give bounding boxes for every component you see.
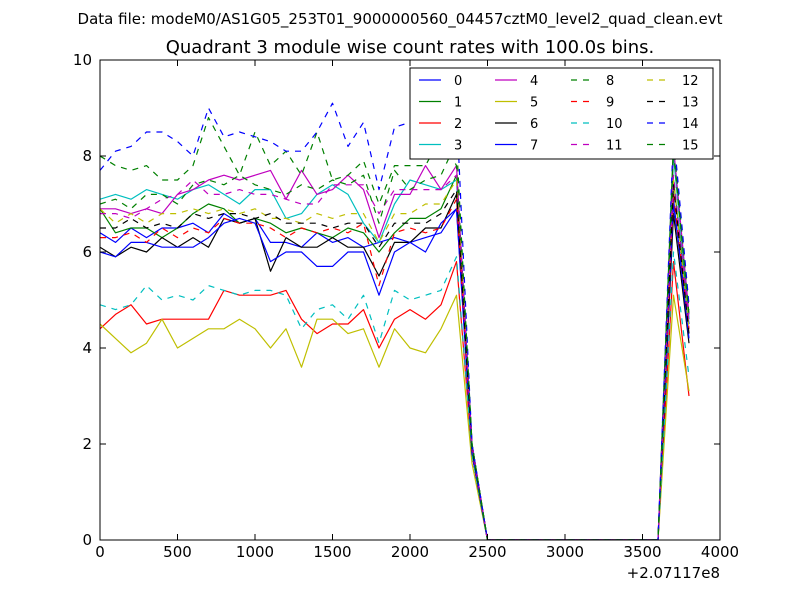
series-line-4 <box>100 145 690 540</box>
legend-label-14: 14 <box>682 117 699 132</box>
y-tick-label: 4 <box>82 339 92 357</box>
axes: 0 500 1000 1500 2000 2500 3000 3500 40000246810+… <box>73 51 739 582</box>
series-line-3 <box>100 155 690 540</box>
legend-box <box>409 67 714 160</box>
x-tick-label: 4000 <box>701 543 739 561</box>
chart-title: Quadrant 3 module wise count rates with … <box>166 37 655 58</box>
series-line-13 <box>100 184 690 540</box>
series-line-6 <box>100 193 690 540</box>
legend-label-8: 8 <box>606 74 614 89</box>
series-line-12 <box>100 179 690 540</box>
series-line-9 <box>100 193 690 540</box>
x-offset-label: +2.07117e8 <box>627 564 720 582</box>
y-tick-label: 2 <box>82 435 92 453</box>
legend-label-6: 6 <box>530 117 538 132</box>
legend-label-7: 7 <box>530 139 538 154</box>
series-line-15 <box>100 141 690 540</box>
x-tick-label: 500 <box>163 543 192 561</box>
x-tick-label: 3000 <box>546 543 584 561</box>
legend-label-0: 0 <box>454 74 462 89</box>
series-line-10 <box>100 251 690 540</box>
legend-label-5: 5 <box>530 96 538 111</box>
y-tick-label: 0 <box>82 531 92 549</box>
x-tick-label: 1500 <box>313 543 351 561</box>
legend-label-13: 13 <box>682 96 699 111</box>
legend-label-2: 2 <box>454 117 462 132</box>
legend-label-11: 11 <box>606 139 623 154</box>
legend-label-15: 15 <box>682 139 699 154</box>
legend-label-4: 4 <box>530 74 538 89</box>
plot-area <box>100 102 690 540</box>
series-line-8 <box>100 116 690 540</box>
series-line-1 <box>100 174 690 540</box>
data-file-label: Data file: modeM0/AS1G05_253T01_90000005… <box>78 10 723 29</box>
series-line-2 <box>100 261 690 540</box>
x-tick-label: 0 <box>95 543 105 561</box>
series-line-11 <box>100 174 690 540</box>
x-tick-label: 2000 <box>391 543 429 561</box>
legend-label-10: 10 <box>606 117 623 132</box>
legend-label-12: 12 <box>682 74 699 89</box>
legend-label-3: 3 <box>454 139 462 154</box>
x-tick-label: 1000 <box>236 543 274 561</box>
series-line-5 <box>100 294 690 540</box>
series-line-7 <box>100 198 690 540</box>
legend-label-9: 9 <box>606 96 614 111</box>
y-tick-label: 8 <box>82 147 92 165</box>
x-tick-label: 2500 <box>468 543 506 561</box>
y-tick-label: 6 <box>82 243 92 261</box>
series-line-14 <box>100 102 690 540</box>
legend-label-1: 1 <box>454 96 462 111</box>
series-line-0 <box>100 203 690 540</box>
x-tick-label: 3500 <box>623 543 661 561</box>
y-tick-label: 10 <box>73 51 92 69</box>
